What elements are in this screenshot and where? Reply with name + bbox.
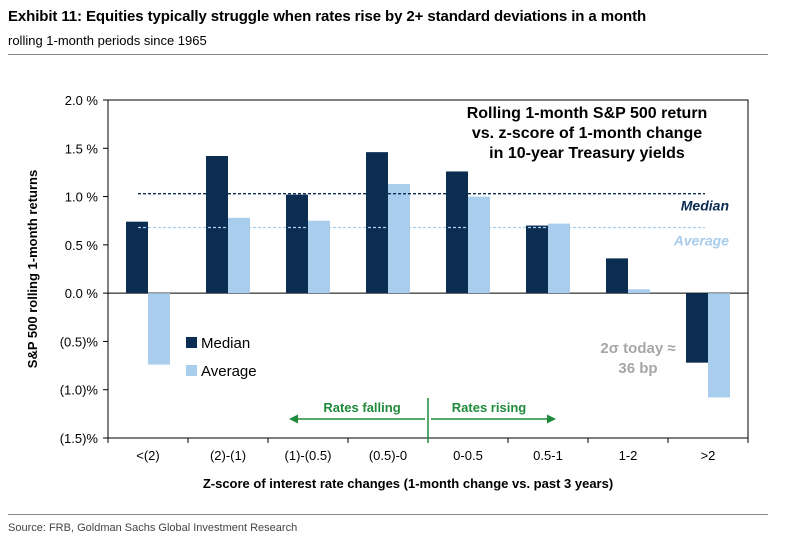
bar-average [388, 184, 410, 294]
legend-swatch-average [186, 365, 197, 376]
bar-median [206, 156, 228, 294]
y-tick-label: (0.5)% [60, 334, 99, 349]
chart-bars [126, 152, 730, 398]
legend-swatch-median [186, 337, 197, 348]
rates-falling-label: Rates falling [323, 400, 400, 415]
x-tick-label: 1-2 [619, 448, 638, 463]
bar-median [366, 152, 388, 294]
sigma-annotation: 2σ today ≈ [600, 340, 675, 357]
page-title: Exhibit 11: Equities typically struggle … [8, 8, 647, 25]
x-tick-label: 0-0.5 [453, 448, 483, 463]
x-tick-label: >2 [701, 448, 716, 463]
top-divider [8, 54, 768, 55]
y-axis-title: S&P 500 rolling 1-month returns [25, 170, 40, 368]
x-tick-label: (0.5)-0 [369, 448, 407, 463]
bar-median [606, 258, 628, 294]
y-tick-label: 1.0 % [65, 190, 99, 205]
reference-label-average: Average [673, 232, 729, 248]
rates-rising-label: Rates rising [452, 400, 526, 415]
bar-average [148, 293, 170, 365]
bar-chart: 2.0 % 1.5 % 1.0 % 0.5 % 0.0 % (0.5)% (1.0)% (1.… [25, 93, 749, 491]
chart-title-line: Rolling 1-month S&P 500 return [467, 105, 708, 122]
bar-median [526, 225, 548, 294]
legend-label-average: Average [201, 363, 257, 380]
bar-average [468, 196, 490, 294]
y-tick-label: (1.5)% [60, 431, 99, 446]
bar-median [126, 221, 148, 294]
bar-average [548, 223, 570, 294]
x-tick-label: (1)-(0.5) [285, 448, 332, 463]
y-tick-label: 0.0 % [65, 286, 99, 301]
bar-median [286, 194, 308, 294]
y-tick-label: (1.0)% [60, 383, 99, 398]
x-tick-label: 0.5-1 [533, 448, 563, 463]
page-subtitle: rolling 1-month periods since 1965 [8, 33, 207, 48]
x-tick-label: (2)-(1) [210, 448, 246, 463]
bottom-divider [8, 514, 768, 515]
bar-average [308, 220, 330, 294]
reference-label-median: Median [681, 198, 729, 214]
x-axis-title: Z-score of interest rate changes (1-mont… [203, 476, 613, 491]
sigma-annotation: 36 bp [618, 360, 657, 377]
bar-average [708, 293, 730, 398]
chart-title-line: in 10-year Treasury yields [489, 145, 685, 162]
legend-label-median: Median [201, 335, 250, 352]
y-tick-label: 1.5 % [65, 141, 99, 156]
chart-labels: Rolling 1-month S&P 500 return vs. z-scor… [186, 105, 707, 443]
rates-rising-arrowhead [547, 414, 556, 424]
y-tick-label: 2.0 % [65, 93, 99, 108]
source-note: Source: FRB, Goldman Sachs Global Invest… [8, 522, 298, 534]
bar-average [628, 289, 650, 294]
y-tick-label: 0.5 % [65, 238, 99, 253]
reference-lines: Median Average [138, 193, 729, 248]
chart-title-line: vs. z-score of 1-month change [472, 125, 702, 142]
rates-falling-arrowhead [289, 414, 298, 424]
bar-average [228, 217, 250, 294]
bar-median [446, 171, 468, 294]
x-tick-label: <(2) [136, 448, 159, 463]
bar-median [686, 293, 708, 363]
